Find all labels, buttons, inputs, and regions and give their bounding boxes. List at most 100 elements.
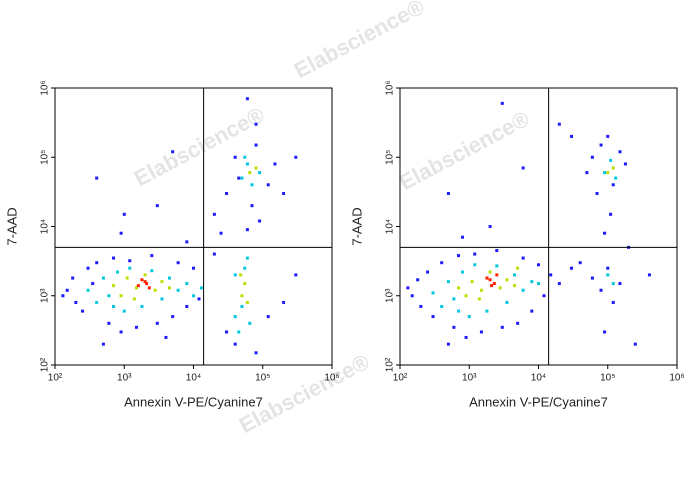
dot bbox=[516, 321, 520, 325]
dot bbox=[155, 321, 159, 325]
dot bbox=[452, 325, 456, 329]
points bbox=[406, 101, 651, 346]
dot bbox=[185, 282, 189, 286]
dot bbox=[112, 304, 116, 308]
dot bbox=[119, 330, 123, 334]
dot bbox=[495, 264, 499, 268]
dot bbox=[618, 282, 622, 286]
dot bbox=[457, 286, 461, 290]
dot bbox=[585, 171, 589, 175]
y-tick-label: 10⁵ bbox=[385, 150, 396, 165]
x-tick-label: 10² bbox=[48, 373, 63, 384]
y-tick-label: 10³ bbox=[385, 288, 396, 303]
dot bbox=[107, 321, 111, 325]
plot-frame bbox=[54, 87, 333, 366]
panel: 10² 10³ 10⁴ 10⁵ 10⁶ 10² 10³ 10⁴ 10⁵ 10⁶ Annexin V-… bbox=[349, 80, 684, 409]
dot bbox=[258, 219, 262, 223]
dot bbox=[467, 315, 471, 319]
x-tick-label: 10⁴ bbox=[186, 373, 201, 384]
watermark: Elabscience® bbox=[395, 106, 533, 195]
dot bbox=[212, 212, 216, 216]
dot bbox=[537, 263, 540, 267]
dot bbox=[153, 288, 157, 292]
dot bbox=[485, 309, 489, 313]
dot bbox=[505, 300, 509, 304]
dot bbox=[254, 143, 258, 147]
dot bbox=[233, 342, 237, 346]
dot bbox=[167, 276, 171, 280]
dot bbox=[479, 288, 483, 292]
dot bbox=[488, 225, 492, 228]
dot bbox=[125, 276, 129, 280]
dot bbox=[95, 261, 99, 265]
dot bbox=[614, 176, 618, 180]
dot bbox=[171, 315, 175, 319]
y-tick-label: 10² bbox=[385, 357, 396, 372]
dot bbox=[245, 162, 249, 166]
x-tick-label: 10⁶ bbox=[324, 373, 339, 384]
dot bbox=[143, 280, 147, 284]
dot bbox=[233, 155, 237, 159]
dot bbox=[136, 284, 140, 288]
dot bbox=[243, 155, 247, 159]
dot bbox=[101, 276, 105, 280]
dot bbox=[128, 266, 132, 270]
y-tick-label: 10⁴ bbox=[40, 219, 51, 234]
dot bbox=[440, 261, 444, 265]
dot bbox=[245, 228, 249, 232]
dot bbox=[603, 231, 607, 235]
dot bbox=[294, 155, 298, 159]
dot bbox=[176, 261, 180, 265]
dot bbox=[495, 249, 499, 253]
x-tick-label: 10⁵ bbox=[600, 373, 615, 384]
dot bbox=[248, 171, 252, 175]
dot bbox=[557, 282, 561, 286]
dot bbox=[477, 297, 481, 301]
dot bbox=[521, 256, 525, 260]
y-tick-label: 10² bbox=[40, 357, 51, 372]
dot bbox=[140, 278, 144, 282]
dot bbox=[225, 191, 229, 195]
dot bbox=[254, 122, 258, 126]
x-tick-label: 10⁴ bbox=[531, 373, 546, 384]
dot bbox=[611, 166, 615, 170]
dot bbox=[132, 297, 136, 301]
dot bbox=[248, 321, 252, 325]
dot bbox=[647, 273, 651, 277]
dot bbox=[245, 97, 249, 101]
dot bbox=[164, 335, 168, 339]
dot bbox=[86, 288, 90, 292]
x-axis-label: Annexin V-PE/Cyanine7 bbox=[124, 394, 263, 409]
x-axis-label: Annexin V-PE/Cyanine7 bbox=[469, 394, 608, 409]
dot bbox=[243, 282, 247, 286]
dot bbox=[464, 335, 468, 339]
dot bbox=[134, 325, 138, 329]
dot bbox=[243, 266, 247, 270]
dot bbox=[464, 294, 468, 298]
dot bbox=[95, 176, 99, 180]
dot bbox=[266, 183, 270, 187]
dot bbox=[91, 282, 95, 286]
dot bbox=[512, 273, 516, 277]
dot bbox=[498, 286, 502, 290]
dot bbox=[485, 276, 489, 280]
dot bbox=[452, 297, 456, 301]
dot bbox=[530, 309, 534, 313]
dot bbox=[185, 304, 189, 308]
dot bbox=[530, 280, 534, 284]
dot bbox=[237, 330, 241, 334]
dot bbox=[150, 269, 154, 273]
dot bbox=[419, 304, 423, 308]
dot bbox=[250, 183, 254, 187]
y-tick-label: 10³ bbox=[40, 288, 51, 303]
dot bbox=[250, 204, 254, 208]
dot bbox=[473, 263, 477, 267]
dot bbox=[212, 252, 216, 256]
dot bbox=[239, 273, 243, 277]
dot bbox=[145, 282, 149, 286]
dot bbox=[192, 294, 195, 298]
dot bbox=[599, 288, 603, 292]
dot bbox=[623, 162, 627, 166]
watermark: Elabscience® bbox=[130, 102, 268, 191]
dot bbox=[500, 101, 504, 105]
